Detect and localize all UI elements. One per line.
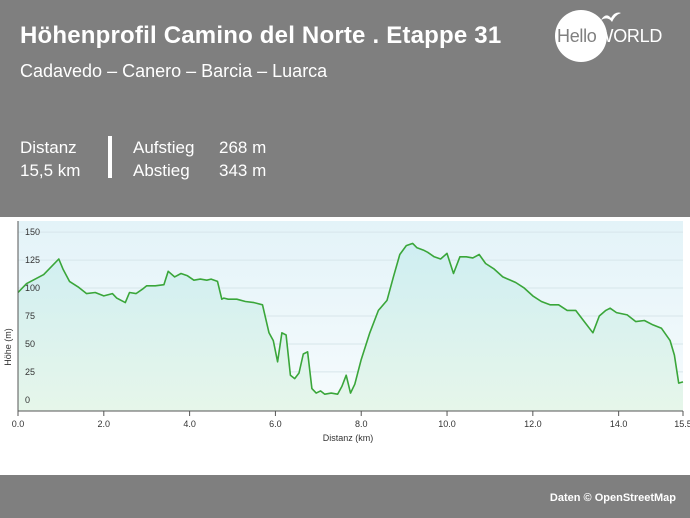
x-tick-label: 10.0: [438, 419, 456, 429]
elevation-line: [17, 242, 684, 395]
distance-stat: Distanz 15,5 km: [20, 136, 80, 182]
logo-part-hello: Hello: [557, 26, 597, 46]
elevation-chart-svg: 0.0 2.0 4.0 6.0 8.0 10.0 12.0 14.0 15.5 150 125 100…: [3, 221, 690, 443]
elevation-chart: 0.0 2.0 4.0 6.0 8.0 10.0 12.0 14.0 15.5 150 125 100…: [0, 217, 690, 475]
logo-circle: [555, 10, 607, 62]
stats-divider: [108, 136, 112, 178]
x-tick-label: 12.0: [524, 419, 542, 429]
y-tick-label: 150: [25, 227, 40, 237]
page-title: Höhenprofil Camino del Norte . Etappe 31: [20, 22, 502, 49]
ascent-descent-labels: Aufstieg Abstieg: [133, 136, 194, 182]
elevation-area: [18, 243, 683, 411]
ascent-descent-values: 268 m 343 m: [219, 136, 266, 182]
y-tick-label: 50: [25, 339, 35, 349]
y-tick-label: 25: [25, 367, 35, 377]
distance-label: Distanz: [20, 138, 77, 157]
distance-value: 15,5 km: [20, 161, 81, 180]
logo: HelloWORLD: [557, 26, 662, 47]
descent-value: 343 m: [219, 161, 267, 180]
y-tick-label: 0: [25, 395, 30, 405]
route-subtitle: Cadavedo – Canero – Barcia – Luarca: [20, 61, 328, 81]
x-tick-label: 4.0: [183, 419, 196, 429]
x-tick-label: 14.0: [610, 419, 628, 429]
x-tick-label: 0.0: [12, 419, 25, 429]
x-tick-label: 2.0: [98, 419, 111, 429]
x-tick-label: 6.0: [269, 419, 282, 429]
y-tick-label: 125: [25, 255, 40, 265]
ascent-value: 268 m: [219, 138, 267, 157]
logo-part-world: WORLD: [596, 26, 663, 46]
data-credit: Daten © OpenStreetMap: [549, 492, 676, 504]
bird-icon: [601, 12, 621, 22]
descent-label: Abstieg: [133, 161, 190, 180]
x-tick-label: 8.0: [355, 419, 368, 429]
y-tick-label: 100: [25, 283, 40, 293]
y-tick-label: 75: [25, 311, 35, 321]
ascent-label: Aufstieg: [133, 138, 195, 157]
x-axis-label: Distanz (km): [323, 433, 374, 443]
x-tick-label: 15.5: [674, 419, 690, 429]
y-axis-label: Höhe (m): [3, 328, 13, 366]
header-panel: Höhenprofil Camino del Norte . Etappe 31…: [0, 0, 690, 215]
